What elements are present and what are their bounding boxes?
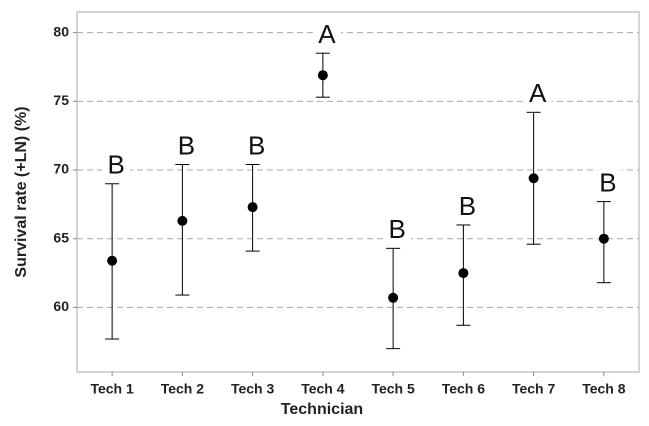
annotation-bg — [523, 80, 552, 109]
x-tick-label: Tech 3 — [231, 381, 275, 397]
x-axis-label: Technician — [281, 401, 363, 418]
x-tick-label: Tech 1 — [90, 381, 134, 397]
annotation: B — [459, 191, 476, 221]
point — [107, 255, 118, 266]
x-tick-label: Tech 2 — [161, 381, 205, 397]
y-tick-label: 60 — [53, 298, 69, 314]
annotation-bg — [453, 192, 482, 221]
x-tick-label: Tech 4 — [301, 381, 345, 397]
y-tick-label: 80 — [53, 23, 69, 39]
x-tick-label: Tech 6 — [442, 381, 486, 397]
annotation: B — [178, 130, 195, 160]
annotation-bg — [593, 169, 622, 198]
y-tick-label: 70 — [53, 161, 69, 177]
point — [177, 215, 188, 226]
annotation: B — [388, 214, 405, 244]
y-axis-label: Survival rate (+LN) (%) — [13, 106, 30, 277]
annotation-bg — [172, 132, 201, 161]
point — [247, 202, 258, 213]
annotation: A — [529, 78, 547, 108]
point — [317, 70, 328, 81]
annotation-bg — [312, 21, 341, 50]
x-tick-label: Tech 5 — [371, 381, 415, 397]
annotation-bg — [383, 216, 412, 245]
x-tick-label: Tech 8 — [582, 381, 626, 397]
y-tick-label: 75 — [53, 92, 69, 108]
plot-frame — [76, 11, 640, 373]
point — [388, 292, 399, 303]
annotation: B — [599, 167, 616, 197]
point — [598, 233, 609, 244]
x-tick-label: Tech 7 — [512, 381, 556, 397]
annotation: A — [318, 19, 336, 49]
annotation: B — [107, 150, 124, 180]
annotation-bg — [242, 132, 271, 161]
point — [458, 268, 469, 279]
y-tick-label: 65 — [53, 229, 69, 245]
annotation: B — [248, 130, 265, 160]
annotation-bg — [102, 151, 131, 180]
point — [528, 173, 539, 184]
